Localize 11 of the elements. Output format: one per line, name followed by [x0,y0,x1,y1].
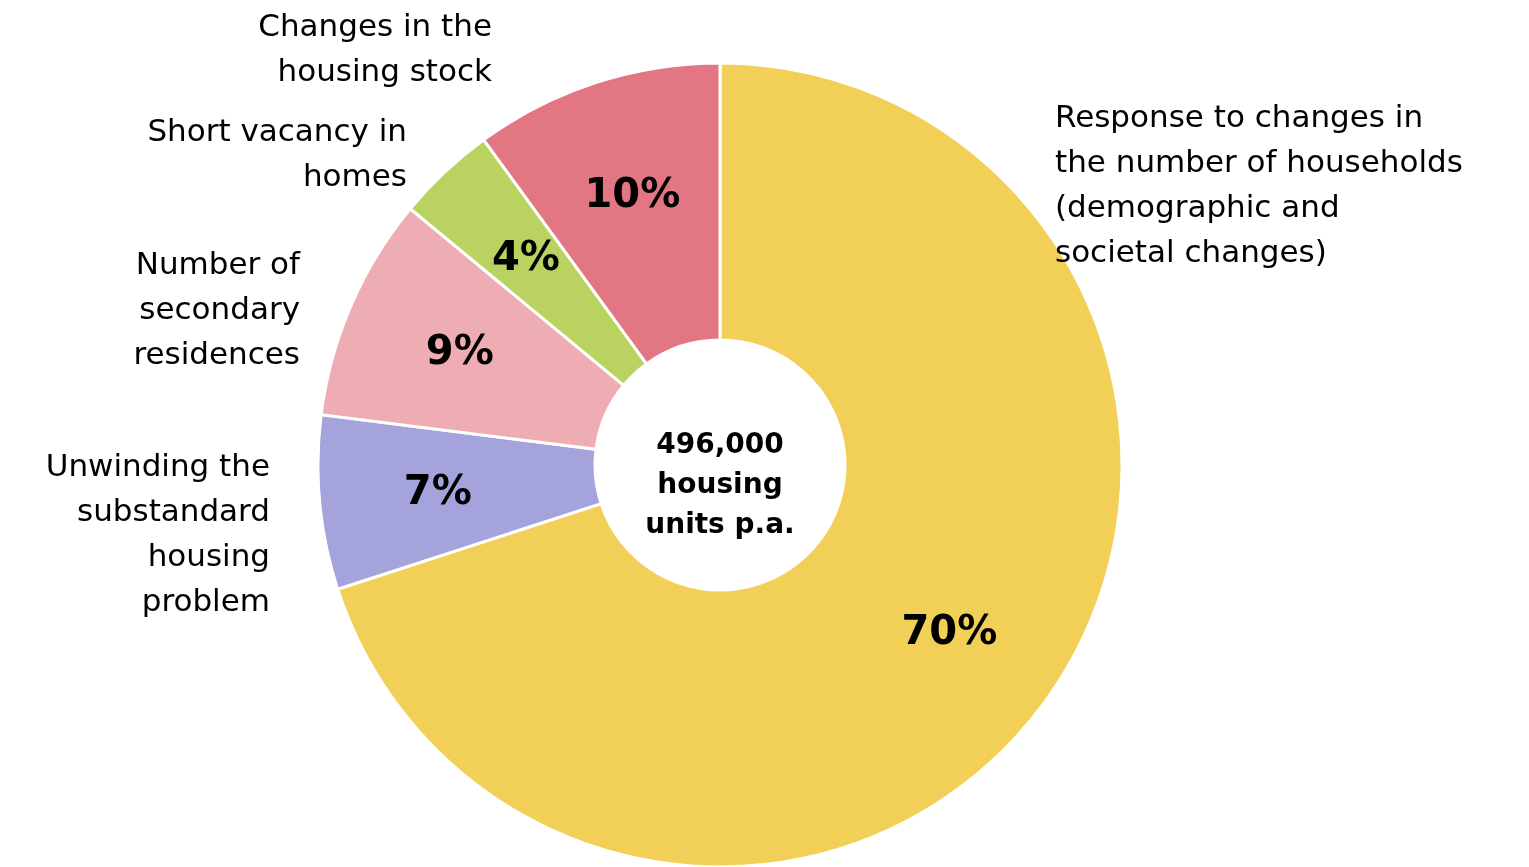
data-label: 7% [403,466,472,513]
slice-label: Unwinding the substandard housing problem [45,447,270,618]
data-label: 9% [425,327,494,374]
slice-label: Response to changes in the number of households (demographic and societal changes) [1055,98,1463,269]
slice-label: Number of secondary residences [133,245,302,371]
data-label: 10% [584,170,681,217]
text: 496,000 housing units p.a. [645,427,795,540]
slice-label: Short vacancy in homes [147,112,407,193]
data-label: 4% [491,233,560,280]
data-label: 70% [901,606,998,653]
slice-label: Changes in the housing stock [258,7,493,88]
